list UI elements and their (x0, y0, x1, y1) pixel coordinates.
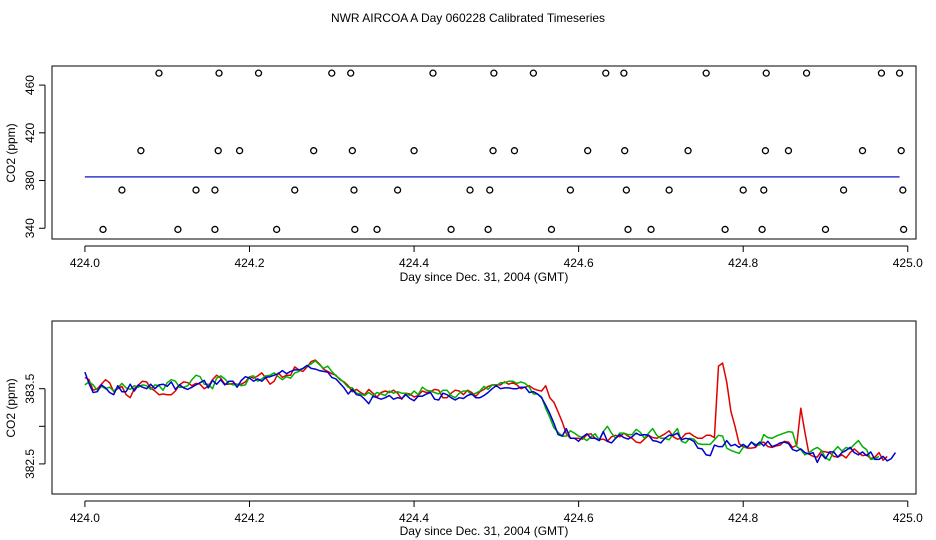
scatter-point (900, 225, 908, 234)
series-line-blue (84, 364, 897, 464)
scatter-point (684, 147, 692, 155)
scatter-point (762, 69, 770, 77)
series-line-green (84, 360, 880, 461)
scatter-point (897, 147, 905, 155)
scatter-point (566, 186, 575, 194)
scatter-point (215, 69, 223, 77)
scatter-point (602, 69, 610, 77)
bottom-x-tick-label: 424.4 (399, 511, 429, 525)
scatter-point (254, 69, 263, 77)
scatter-point (758, 225, 766, 234)
scatter-point (739, 186, 747, 194)
scatter-point (510, 147, 519, 155)
scatter-point (328, 69, 336, 77)
scatter-point (155, 69, 163, 77)
scatter-point (137, 147, 145, 155)
scatter-point (899, 186, 907, 194)
scatter-point (348, 147, 356, 155)
top-x-tick-label: 424.2 (234, 256, 264, 270)
bottom-y-tick-label: 382.5 (23, 449, 37, 479)
scatter-point (490, 69, 498, 77)
scatter-point (347, 69, 355, 77)
top-x-axis-label: Day since Dec. 31, 2004 (GMT) (400, 270, 569, 284)
series-line-red (84, 359, 888, 461)
scatter-point (489, 147, 497, 155)
top-x-tick-label: 424.6 (564, 256, 594, 270)
bottom-x-tick-label: 424.8 (728, 511, 758, 525)
scatter-point (192, 186, 200, 194)
scatter-point (760, 186, 768, 194)
scatter-point (214, 147, 222, 155)
bottom-x-tick-label: 424.0 (70, 511, 100, 525)
top-y-tick-label: 420 (23, 122, 37, 142)
scatter-point (721, 225, 729, 234)
scatter-point (486, 186, 494, 194)
top-x-tick-label: 425.0 (893, 256, 923, 270)
scatter-point (429, 69, 437, 77)
scatter-point (351, 225, 359, 234)
scatter-point (802, 69, 811, 77)
top-y-axis-label: CO2 (ppm) (4, 123, 18, 182)
top-y-tick-label: 340 (23, 218, 37, 238)
scatter-point (310, 147, 318, 155)
scatter-point (272, 225, 281, 234)
bottom-x-tick-label: 424.2 (234, 511, 264, 525)
scatter-point (895, 69, 904, 77)
scatter-point (211, 186, 219, 194)
scatter-point (621, 147, 629, 155)
bottom-y-axis-label: CO2 (ppm) (4, 378, 18, 437)
scatter-point (877, 69, 886, 77)
scatter-point (839, 186, 848, 194)
bottom-plot-frame (51, 320, 917, 495)
scatter-point (784, 147, 793, 155)
scatter-point (291, 186, 299, 194)
top-y-tick-label: 460 (23, 75, 37, 95)
scatter-point (235, 147, 244, 155)
bottom-panel: 424.0 424.2 424.4 424.6 424.8 425.0 382.5 383.5… (4, 320, 923, 538)
bottom-x-tick-label: 425.0 (893, 511, 923, 525)
top-panel: 424.0 424.2 424.4 424.6 424.8 425.0 340 380 420 4… (4, 65, 923, 284)
scatter-point (410, 147, 418, 155)
scatter-point (665, 186, 673, 194)
scatter-point (174, 225, 182, 234)
scatter-point (858, 147, 867, 155)
bottom-y-tick-label: 383.5 (23, 373, 37, 403)
scatter-point (584, 147, 592, 155)
chart-title: NWR AIRCOA A Day 060228 Calibrated Times… (331, 11, 605, 25)
scatter-point (821, 225, 830, 234)
bottom-x-axis-label: Day since Dec. 31, 2004 (GMT) (400, 524, 569, 538)
scatter-point (529, 69, 538, 77)
scatter-point (547, 225, 556, 234)
scatter-point (99, 225, 107, 234)
scatter-point (484, 225, 492, 234)
top-y-tick-label: 380 (23, 170, 37, 190)
scatter-point (702, 69, 710, 77)
scatter-point (622, 186, 631, 194)
top-plot-frame (51, 65, 917, 240)
top-x-tick-label: 424.4 (399, 256, 429, 270)
scatter-point (118, 186, 126, 194)
top-x-tick-label: 424.0 (70, 256, 100, 270)
scatter-point (620, 69, 628, 77)
scatter-point (466, 186, 474, 194)
scatter-point (624, 225, 632, 234)
scatter-point (761, 147, 770, 155)
top-x-tick-label: 424.8 (728, 256, 758, 270)
scatter-point (447, 225, 455, 234)
bottom-x-tick-label: 424.6 (564, 511, 594, 525)
scatter-point (373, 225, 381, 234)
scatter-point (211, 225, 219, 234)
scatter-point (647, 225, 655, 234)
scatter-point (393, 186, 402, 194)
scatter-point (350, 186, 358, 194)
